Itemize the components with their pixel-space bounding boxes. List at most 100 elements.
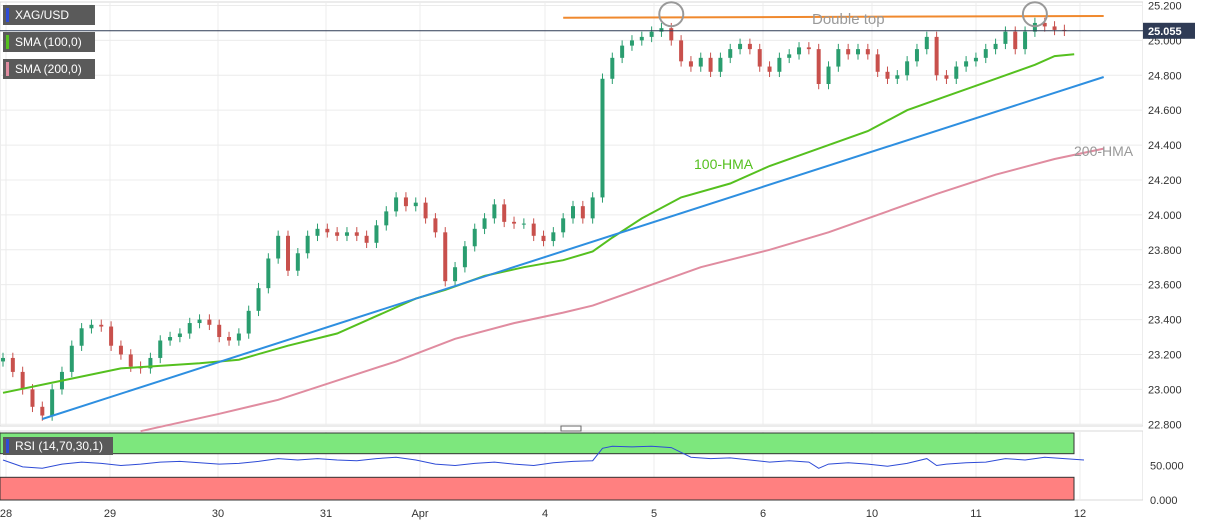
candle (207, 319, 212, 325)
candle (1032, 22, 1037, 32)
y-tick-label: 25.200 (1148, 0, 1182, 12)
candle (50, 389, 55, 416)
candle (816, 49, 821, 85)
candle (924, 36, 929, 50)
x-tick-label: 31 (320, 508, 332, 520)
candle (295, 253, 300, 271)
candle (649, 31, 654, 37)
rsi-legend: RSI (14,70,30,1) (3, 437, 113, 455)
candle (973, 57, 978, 62)
candle (1023, 31, 1028, 50)
candle (118, 345, 123, 355)
candle (629, 40, 634, 46)
y-tick-label: 24.400 (1148, 140, 1182, 152)
x-tick-label: Apr (411, 508, 428, 520)
candle (187, 323, 192, 334)
instrument-legend: XAG/USD (3, 5, 95, 25)
candle (669, 28, 674, 41)
candle (865, 49, 870, 55)
candle (20, 371, 25, 390)
candle (168, 337, 173, 341)
candle (659, 28, 664, 32)
sma100-swatch (6, 35, 9, 49)
candle (472, 228, 477, 247)
rsi-line (2, 445, 1085, 469)
rsi-swatch (6, 439, 9, 453)
double-top-circle (658, 1, 685, 28)
candle (541, 235, 546, 242)
resistance-line (563, 15, 1104, 19)
y-tick-label: 24.000 (1148, 210, 1182, 222)
price-label-bg (1143, 22, 1195, 39)
candle (502, 204, 507, 222)
rsi-oversold-zone (0, 476, 1075, 501)
candle (571, 206, 575, 219)
y-tick-label: 24.200 (1148, 175, 1182, 187)
candle (914, 49, 919, 62)
x-tick-label: 11 (970, 508, 981, 520)
instrument-swatch (6, 8, 9, 22)
candle (109, 326, 114, 346)
x-tick-label: 29 (104, 508, 116, 520)
y-tick-label: 23.600 (1148, 280, 1182, 292)
candle (620, 45, 625, 58)
candle (453, 267, 458, 282)
x-tick-label: 10 (866, 508, 878, 520)
candle (30, 389, 35, 407)
candle (934, 36, 939, 76)
x-tick-label: 4 (542, 508, 548, 520)
candle (354, 232, 359, 236)
price-label: 25.055 (1148, 26, 1182, 38)
candle (433, 218, 438, 233)
candle (954, 66, 959, 79)
candle (423, 202, 428, 219)
candle (708, 57, 713, 72)
candle (79, 328, 84, 346)
candle (344, 232, 349, 236)
candle (158, 340, 163, 358)
candle (1042, 22, 1047, 27)
100-hma-line (2, 53, 1075, 394)
candle (531, 223, 536, 236)
candle (590, 197, 595, 219)
rsi-overbought-zone (0, 432, 1075, 455)
200-hma-line (140, 147, 1104, 433)
candle (836, 49, 841, 67)
candle (266, 258, 271, 289)
rsi-label: RSI (14,70,30,1) (15, 439, 104, 453)
candle (128, 354, 133, 367)
candle (315, 228, 320, 236)
candle (10, 357, 15, 372)
candle (177, 333, 182, 338)
candle (885, 71, 890, 79)
candle (806, 47, 811, 50)
candle (236, 333, 241, 341)
candle (1003, 31, 1008, 44)
candle (521, 223, 526, 225)
candle (246, 310, 251, 334)
candle (610, 57, 615, 79)
candle (944, 75, 949, 79)
candle (895, 75, 900, 79)
y-axis-area (1143, 0, 1207, 526)
sma200-legend: SMA (200,0) (3, 59, 95, 79)
candle (698, 57, 703, 67)
double-top-circle (1021, 1, 1048, 28)
candle (89, 324, 94, 329)
candle (462, 246, 467, 268)
x-tick-label: 5 (651, 508, 657, 520)
candle (964, 61, 969, 67)
candle (1013, 31, 1018, 50)
candle (875, 54, 880, 72)
candle (639, 36, 644, 41)
candle (718, 57, 723, 72)
candle (580, 206, 585, 219)
candle (384, 211, 389, 226)
x-tick-label: 6 (760, 508, 766, 520)
y-tick-label: 23.400 (1148, 315, 1182, 327)
hma100-annotation: 100-HMA (694, 156, 754, 172)
candle (551, 232, 556, 242)
candle (757, 49, 762, 67)
candle (286, 235, 290, 271)
